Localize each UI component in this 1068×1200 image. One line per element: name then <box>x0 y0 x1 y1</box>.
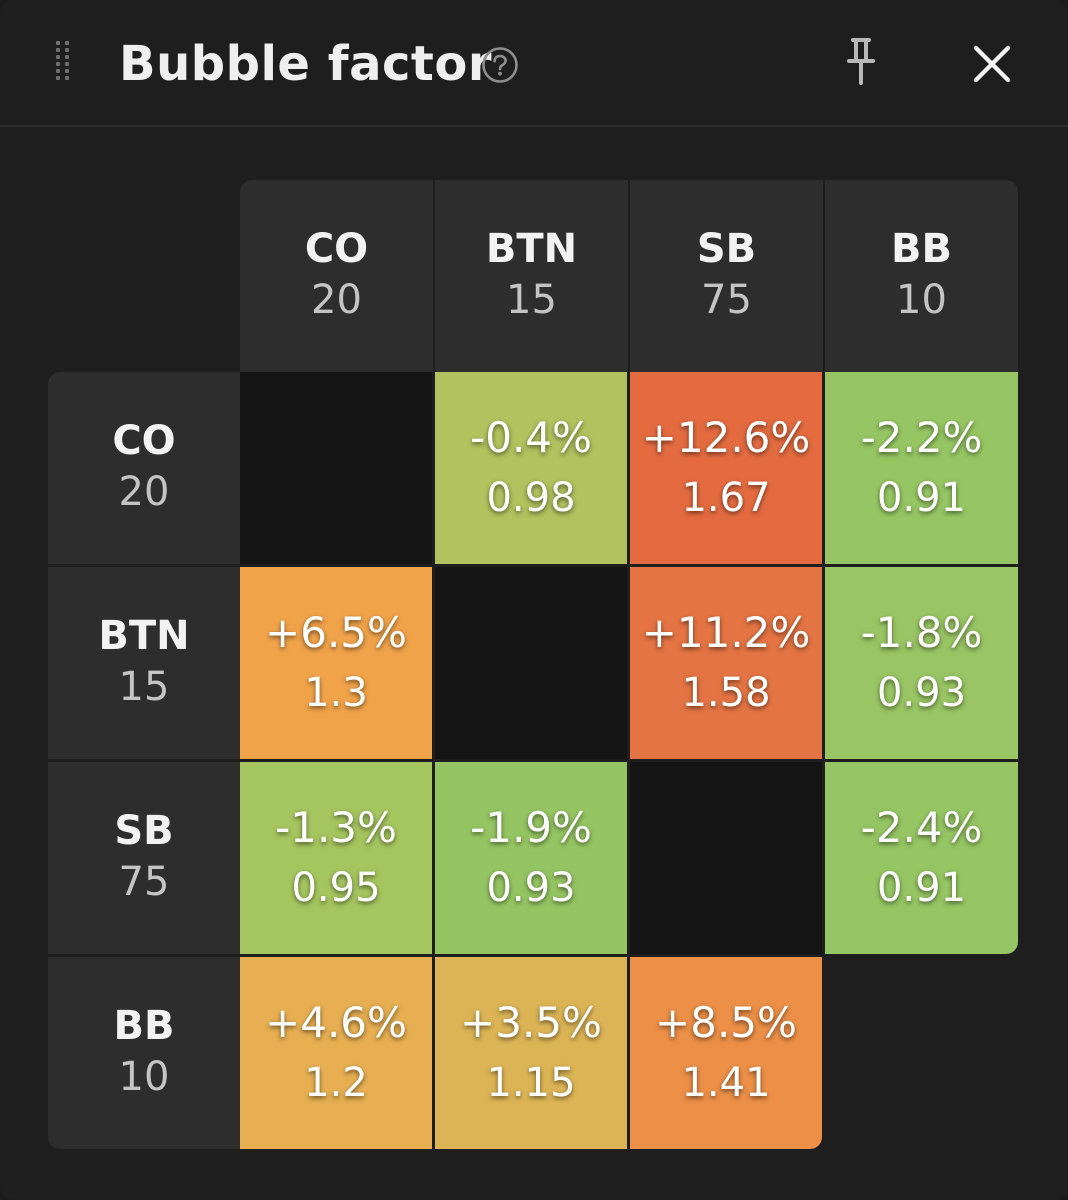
column-header-name: BB <box>891 226 952 272</box>
matrix-cell-co-co <box>240 372 432 564</box>
column-header-name: BTN <box>485 226 578 272</box>
column-header-btn: BTN 15 <box>435 180 628 372</box>
row-header-name: BTN <box>98 613 190 659</box>
bubble-factor-value: 1.67 <box>681 475 771 521</box>
equity-change: -1.3% <box>275 803 397 852</box>
row-header-co: CO 20 <box>48 372 240 564</box>
row-header-name: CO <box>112 418 176 464</box>
bubble-factor-value: 0.95 <box>291 865 381 911</box>
close-icon[interactable] <box>970 42 1014 86</box>
matrix-cell-sb-btn[interactable]: -1.9% 0.93 <box>435 762 627 954</box>
bubble-factor-value: 0.91 <box>876 865 967 911</box>
matrix-cell-btn-co[interactable]: +6.5% 1.3 <box>240 567 432 759</box>
column-header-stack: 15 <box>506 277 557 323</box>
bubble-factor-value: 1.15 <box>486 1060 576 1106</box>
pin-icon[interactable] <box>838 36 884 88</box>
bubble-factor-value: 1.2 <box>304 1060 368 1106</box>
row-header-bb: BB 10 <box>48 957 240 1149</box>
equity-change: -2.2% <box>860 413 983 462</box>
matrix-cell-btn-btn <box>435 567 627 759</box>
row-header-btn: BTN 15 <box>48 567 240 759</box>
equity-change: +11.2% <box>641 608 811 657</box>
matrix-cell-co-bb[interactable]: -2.2% 0.91 <box>825 372 1018 564</box>
column-header-stack: 20 <box>311 277 362 323</box>
equity-change: +6.5% <box>265 608 407 657</box>
help-icon[interactable] <box>481 46 519 84</box>
matrix-cell-co-btn[interactable]: -0.4% 0.98 <box>435 372 627 564</box>
equity-change: -2.4% <box>860 803 983 852</box>
equity-change: +12.6% <box>641 413 811 462</box>
matrix-cell-btn-bb[interactable]: -1.8% 0.93 <box>825 567 1018 759</box>
column-header-name: SB <box>696 226 757 272</box>
matrix-cell-bb-sb[interactable]: +8.5% 1.41 <box>630 957 822 1149</box>
row-header-sb: SB 75 <box>48 762 240 954</box>
matrix-cell-bb-btn[interactable]: +3.5% 1.15 <box>435 957 627 1149</box>
column-header-stack: 75 <box>701 277 752 323</box>
bubble-factor-value: 0.93 <box>486 865 576 911</box>
matrix-cell-bb-co[interactable]: +4.6% 1.2 <box>240 957 432 1149</box>
bubble-factor-value: 1.58 <box>681 670 771 716</box>
equity-change: -1.8% <box>860 608 983 657</box>
panel-header: Bubble factor <box>0 0 1068 127</box>
matrix-cell-sb-co[interactable]: -1.3% 0.95 <box>240 762 432 954</box>
column-header-bb: BB 10 <box>825 180 1018 372</box>
matrix-cell-sb-sb <box>630 762 822 954</box>
equity-change: -0.4% <box>470 413 592 462</box>
matrix-cell-co-sb[interactable]: +12.6% 1.67 <box>630 372 822 564</box>
column-header-sb: SB 75 <box>630 180 823 372</box>
bubble-factor-value: 0.93 <box>876 670 967 716</box>
column-header-stack: 10 <box>896 277 947 323</box>
panel-title: Bubble factor <box>119 36 493 92</box>
column-header-co: CO 20 <box>240 180 433 372</box>
equity-change: -1.9% <box>470 803 592 852</box>
row-header-name: SB <box>114 808 174 854</box>
column-header-name: CO <box>304 226 369 272</box>
equity-change: +3.5% <box>460 998 602 1047</box>
bubble-factor-value: 0.98 <box>486 475 576 521</box>
row-header-stack: 15 <box>118 664 170 710</box>
row-header-stack: 75 <box>118 859 170 905</box>
matrix-cell-btn-sb[interactable]: +11.2% 1.58 <box>630 567 822 759</box>
row-header-name: BB <box>113 1003 175 1049</box>
equity-change: +8.5% <box>655 998 797 1047</box>
row-header-stack: 10 <box>118 1054 170 1100</box>
bubble-factor-value: 1.41 <box>681 1060 771 1106</box>
equity-change: +4.6% <box>265 998 407 1047</box>
row-header-stack: 20 <box>118 469 170 515</box>
matrix-cell-sb-bb[interactable]: -2.4% 0.91 <box>825 762 1018 954</box>
bubble-factor-value: 0.91 <box>876 475 967 521</box>
bubble-factor-value: 1.3 <box>304 670 368 716</box>
drag-handle-icon[interactable] <box>54 41 76 85</box>
